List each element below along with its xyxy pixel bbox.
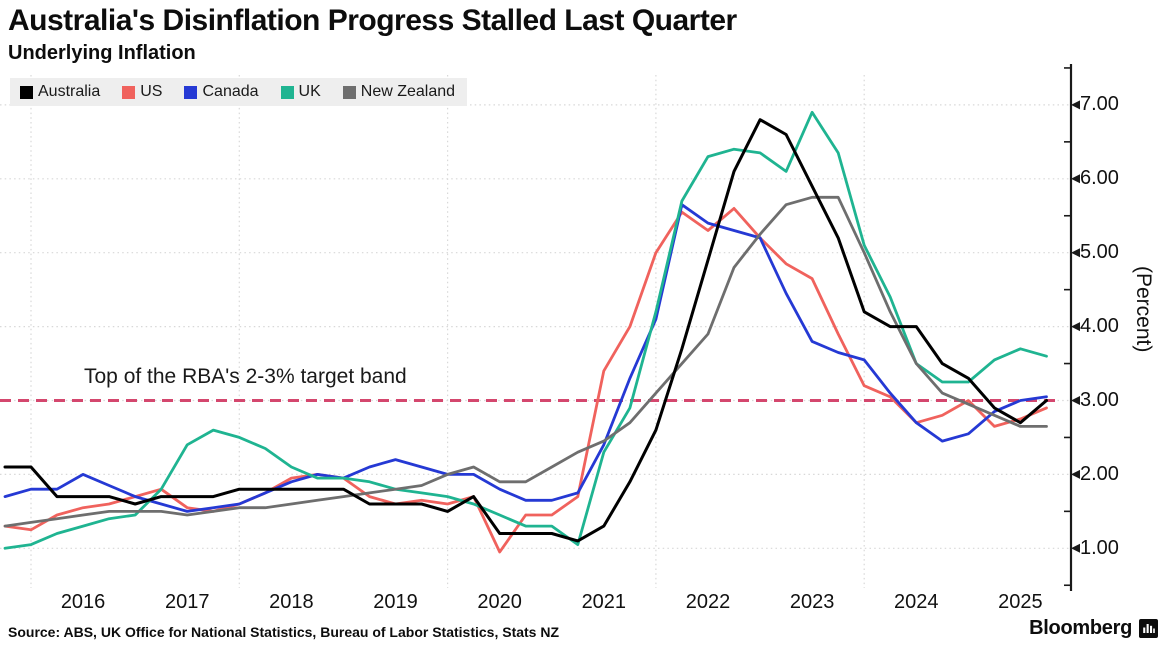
y-tick-label: 5.00 — [1080, 241, 1119, 264]
page-title: Australia's Disinflation Progress Stalle… — [8, 4, 737, 37]
y-tick-label: 4.00 — [1080, 315, 1119, 338]
legend-swatch-icon — [342, 85, 356, 99]
legend-swatch-icon — [184, 85, 198, 99]
legend-item-uk: UK — [280, 83, 321, 101]
series-line-us — [3, 206, 1048, 554]
x-tick-label: 2017 — [164, 591, 210, 613]
legend-label: Canada — [202, 83, 259, 100]
y-tick-label: 2.00 — [1080, 462, 1119, 485]
y-major-tick-arrow — [1071, 469, 1080, 479]
y-major-tick-arrow — [1071, 100, 1080, 110]
y-major-tick-arrow — [1071, 174, 1080, 184]
legend-label: New Zealand — [360, 83, 456, 100]
x-tick-label: 2021 — [581, 591, 627, 613]
y-tick-label: 3.00 — [1080, 389, 1119, 411]
x-tick-label: 2024 — [894, 591, 939, 613]
x-tick-label: 2022 — [685, 591, 731, 613]
legend-swatch-icon — [280, 85, 294, 99]
y-major-tick-arrow — [1071, 248, 1080, 258]
x-tick-label: 2020 — [477, 591, 522, 613]
series-line-canada — [3, 203, 1048, 513]
legend-item-australia: Australia — [20, 83, 100, 101]
legend-item-canada: Canada — [184, 83, 259, 101]
series-line-new-zealand — [3, 195, 1048, 528]
y-tick-label: 7.00 — [1080, 93, 1119, 116]
legend-item-new-zealand: New Zealand — [342, 83, 456, 101]
x-tick-label: 2016 — [60, 591, 106, 613]
legend-swatch-icon — [20, 85, 33, 99]
source-note: Source: ABS, UK Office for National Stat… — [8, 624, 560, 640]
x-tick-label: 2018 — [269, 591, 314, 613]
y-major-tick-arrow — [1071, 396, 1080, 405]
legend-item-us: US — [122, 83, 162, 101]
legend-label: UK — [298, 83, 321, 100]
target-band-annotation: Top of the RBA's 2-3% target band — [84, 365, 407, 388]
x-tick-label: 2023 — [789, 591, 835, 613]
chart-subtitle: Underlying Inflation — [8, 42, 196, 64]
x-tick-label: 2019 — [373, 591, 418, 613]
y-major-tick-arrow — [1071, 543, 1080, 553]
bloomberg-terminal-icon — [1139, 619, 1158, 638]
legend-swatch-icon — [122, 85, 136, 99]
legend: Australia US Canada UK New Zealand — [10, 78, 468, 106]
bloomberg-brand: Bloomberg — [1029, 617, 1158, 640]
y-tick-label: 1.00 — [1080, 536, 1119, 559]
series-line-australia — [3, 118, 1048, 543]
bloomberg-wordmark: Bloomberg — [1029, 617, 1132, 639]
x-tick-label: 2025 — [998, 591, 1043, 613]
y-tick-label: 6.00 — [1080, 167, 1119, 190]
legend-label: US — [140, 83, 163, 100]
y-major-tick-arrow — [1071, 322, 1080, 332]
series-line-uk — [3, 110, 1048, 550]
legend-label: Australia — [38, 83, 101, 100]
y-axis-unit-label: (Percent) — [1132, 266, 1155, 353]
